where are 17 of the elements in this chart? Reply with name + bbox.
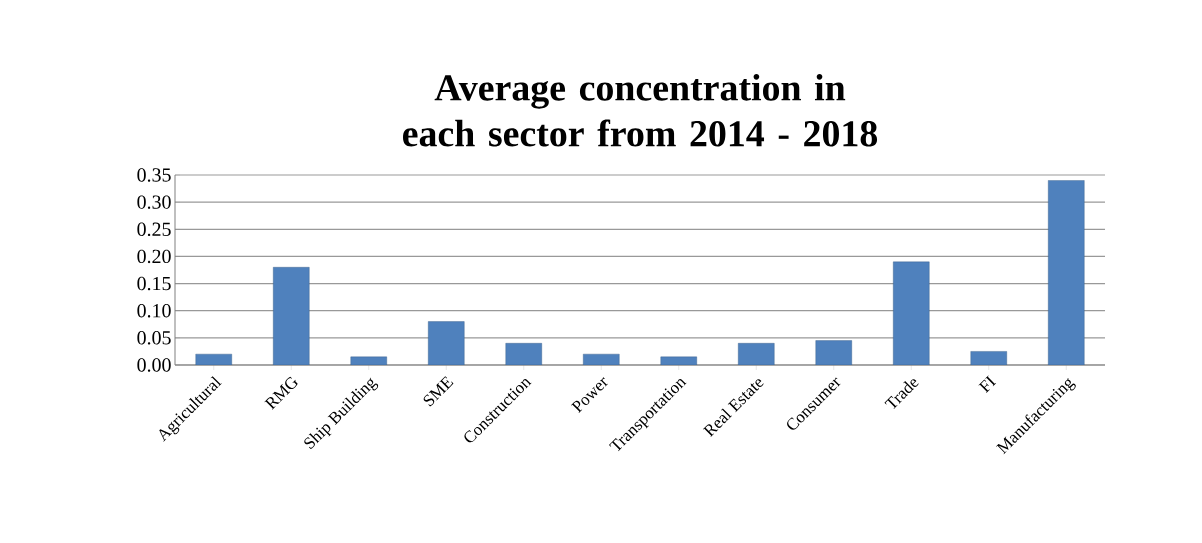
bar [505, 343, 542, 365]
bar [428, 321, 465, 365]
bar [273, 267, 310, 365]
y-tick-label: 0.05 [137, 331, 171, 345]
y-tick-label: 0.25 [137, 222, 171, 237]
y-tick-label: 0.30 [137, 195, 171, 209]
y-tick-label: 0.10 [137, 303, 171, 318]
bar [1048, 180, 1085, 365]
bar [738, 343, 775, 365]
bar [893, 261, 930, 365]
y-tick-label: 0.15 [137, 276, 171, 291]
y-tick-label: 0.35 [137, 168, 171, 182]
y-tick-label: 0.00 [137, 358, 171, 372]
chart-title: Average concentration in each sector from 2014 - 2018 [403, 74, 878, 147]
y-tick-label: 0.20 [137, 249, 171, 264]
x-tick-label: FI [978, 375, 997, 394]
bar [815, 340, 852, 365]
